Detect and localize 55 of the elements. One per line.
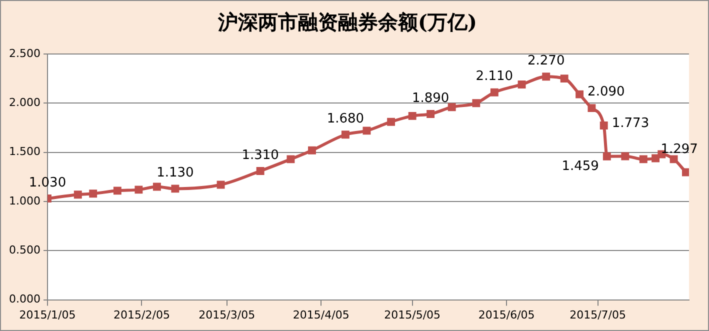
point [588, 104, 596, 112]
point [602, 152, 611, 160]
point [670, 155, 678, 164]
y-tick-label: 0.000 [8, 292, 40, 306]
point [152, 182, 161, 191]
point [341, 130, 350, 139]
data-label: 2.110 [476, 69, 514, 84]
point [362, 126, 371, 135]
point [426, 110, 435, 118]
point [542, 72, 550, 81]
data-label: 1.130 [156, 166, 194, 181]
data-label: 1.680 [326, 111, 364, 126]
y-tick-label: 2.500 [8, 46, 40, 60]
point [490, 88, 498, 96]
point [518, 80, 526, 88]
data-label: 1.890 [412, 90, 450, 106]
point [113, 186, 122, 195]
x-tick-label: 2015/1/05 [19, 308, 76, 322]
point [286, 155, 295, 164]
point [639, 155, 648, 164]
data-label: 1.030 [28, 175, 66, 190]
chart-title: 沪深两市融资融券余额(万亿) [217, 10, 477, 34]
point [652, 154, 660, 162]
point [560, 74, 568, 83]
x-tick-label: 2015/5/05 [384, 308, 441, 322]
point [216, 180, 225, 189]
data-label: 1.310 [242, 148, 279, 163]
y-tick-label: 2.000 [8, 96, 40, 110]
x-tick-label: 2015/2/05 [114, 308, 170, 322]
x-tick-label: 2015/4/05 [292, 308, 350, 322]
point [600, 122, 608, 130]
point [171, 184, 180, 193]
y-tick-label: 1.000 [8, 194, 40, 208]
data-label: 1.773 [612, 116, 650, 131]
data-label: 1.297 [660, 142, 698, 158]
point [89, 190, 98, 198]
data-label: 1.459 [562, 159, 599, 174]
point [408, 112, 416, 120]
point [448, 103, 456, 112]
point [74, 190, 82, 199]
point [256, 167, 264, 175]
point [134, 186, 143, 194]
x-tick-label: 2015/7/05 [570, 308, 626, 322]
point [308, 146, 316, 154]
y-tick-label: 1.500 [8, 145, 40, 158]
point [576, 90, 584, 98]
y-tick-label: 0.500 [8, 244, 40, 256]
point [621, 152, 630, 160]
point [387, 118, 396, 126]
point [472, 99, 480, 108]
x-tick-label: 2015/3/05 [198, 308, 256, 322]
point [682, 168, 689, 176]
data-label: 2.090 [588, 84, 625, 100]
data-label: 2.270 [527, 53, 565, 68]
x-tick-label: 2015/6/05 [478, 308, 535, 322]
